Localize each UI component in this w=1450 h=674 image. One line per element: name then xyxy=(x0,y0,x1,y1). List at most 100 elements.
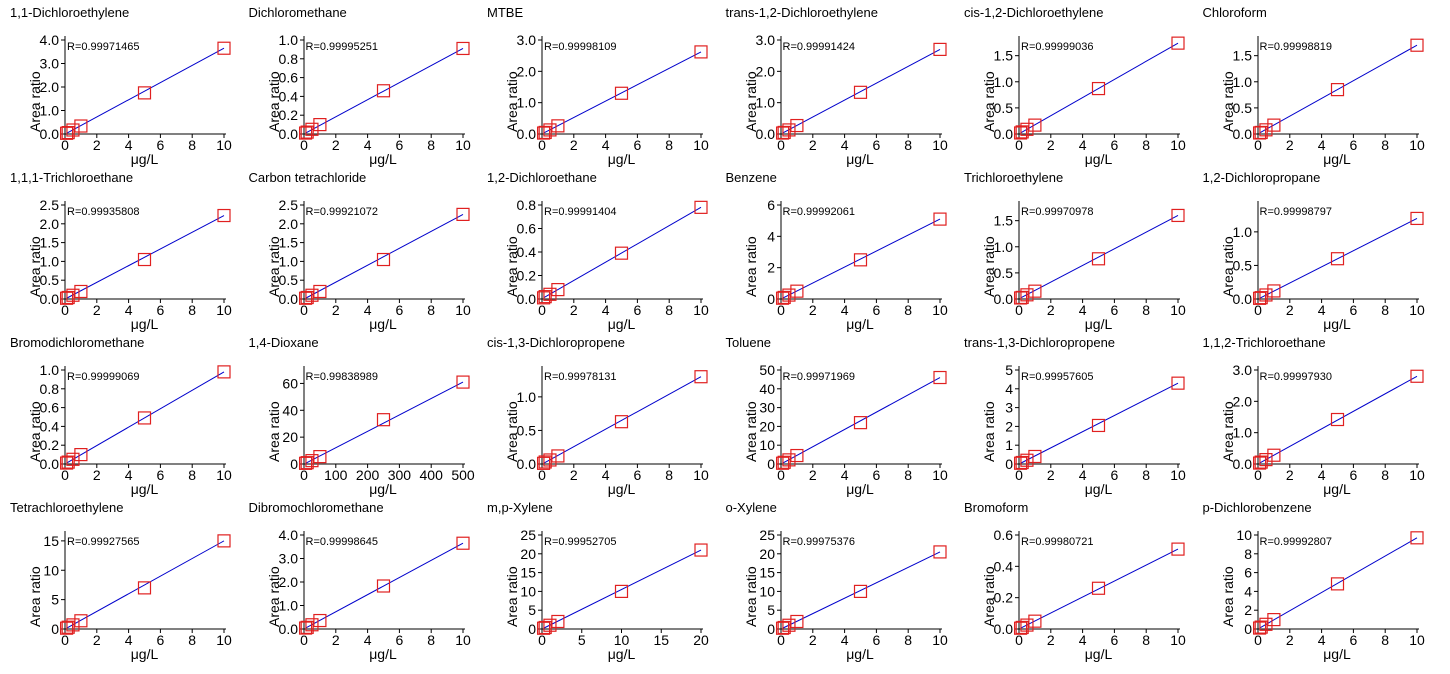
x-tick-label: 2 xyxy=(331,302,339,318)
x-tick-label: 10 xyxy=(932,632,948,648)
chart-title: 1,2-Dichloropropane xyxy=(1202,170,1321,185)
y-tick-label: 0.4 xyxy=(994,558,1014,574)
chart-plot-area: 0.0 1.0 2.0 3.0 4.0 0 2 4 6 8 10 xyxy=(40,32,232,153)
data-point-marker xyxy=(61,125,75,140)
data-point-marker xyxy=(312,284,327,299)
y-axis-label: Area ratio xyxy=(981,566,997,627)
data-point-marker xyxy=(614,246,629,260)
y-tick-label: 1.0 xyxy=(994,239,1014,255)
y-axis-label: Area ratio xyxy=(1219,401,1236,462)
x-tick-label: 10 xyxy=(216,302,232,318)
x-tick-label: 6 xyxy=(395,632,403,648)
data-point-marker xyxy=(781,618,796,632)
x-tick-label: 4 xyxy=(840,632,848,648)
y-tick-label: 0.4 xyxy=(517,244,537,260)
chart-plot-area: 0 2 4 6 0 2 4 6 8 10 xyxy=(767,197,948,318)
x-tick-label: 4 xyxy=(363,632,371,648)
chart-plot-area: 0 20 40 60 0 100 200 300 400 500 xyxy=(282,366,474,483)
y-tick-label: 4 xyxy=(767,228,775,244)
x-tick-label: 4 xyxy=(1079,467,1087,483)
x-tick-label: 6 xyxy=(157,467,165,483)
y-tick-label: 0.0 xyxy=(994,126,1014,142)
fit-line xyxy=(1020,548,1179,629)
y-tick-label: 10 xyxy=(43,562,59,578)
chart-panel: cis-1,3-Dichloropropene 0.0 0.5 1.0 0 2 4 6 8 10 R… xyxy=(477,332,715,500)
data-point-marker xyxy=(304,618,319,632)
y-tick-label: 0.8 xyxy=(278,51,298,67)
data-point-marker xyxy=(217,534,231,548)
data-point-marker xyxy=(1266,284,1281,298)
y-tick-label: 0.2 xyxy=(278,107,298,123)
chart-plot-area: 0.0 0.2 0.4 0.6 0.8 1.0 0 2 4 6 8 10 xyxy=(278,32,470,153)
y-axis-label: Area ratio xyxy=(1219,236,1236,297)
chart-title: Tetrachloroethylene xyxy=(10,500,124,515)
x-tick-label: 4 xyxy=(840,467,848,483)
x-tick-label: 2 xyxy=(808,302,816,318)
y-tick-label: 0.6 xyxy=(994,527,1014,543)
x-tick-label: 0 xyxy=(300,632,308,648)
y-tick-label: 3.0 xyxy=(1232,362,1252,378)
y-axis-label: Area ratio xyxy=(27,566,43,627)
x-tick-label: 8 xyxy=(188,137,196,153)
chart-panel: Trichloroethylene 0.0 0.5 1.0 1.5 0 2 4 6 8 10 R=0.… xyxy=(954,167,1192,335)
x-tick-label: 8 xyxy=(665,137,673,153)
x-tick-label: 6 xyxy=(1349,302,1357,318)
y-tick-label: 5 xyxy=(528,602,536,618)
data-point-marker xyxy=(694,200,708,214)
x-tick-label: 10 xyxy=(1409,467,1425,483)
y-axis-label: Area ratio xyxy=(265,236,282,297)
y-tick-label: 0 xyxy=(528,621,536,637)
correlation-label: R=0.99971969 xyxy=(782,371,855,383)
data-point-marker xyxy=(74,119,88,133)
data-point-marker xyxy=(932,545,947,559)
y-tick-label: 0.0 xyxy=(278,621,298,637)
x-tick-label: 4 xyxy=(1079,632,1087,648)
data-point-marker xyxy=(304,454,319,468)
x-tick-label: 400 xyxy=(419,467,443,483)
x-tick-label: 10 xyxy=(693,467,709,483)
y-axis-label: Area ratio xyxy=(265,566,282,627)
x-tick-label: 15 xyxy=(653,632,669,648)
data-point-marker xyxy=(1020,453,1034,467)
x-tick-label: 8 xyxy=(1381,467,1389,483)
y-axis-label: Area ratio xyxy=(265,401,282,462)
data-point-marker xyxy=(300,456,314,470)
y-tick-label: 2.0 xyxy=(755,63,775,79)
x-tick-label: 2 xyxy=(1047,137,1055,153)
x-tick-label: 2 xyxy=(331,137,339,153)
x-tick-label: 4 xyxy=(840,137,848,153)
data-point-marker xyxy=(1015,125,1029,139)
x-tick-label: 0 xyxy=(538,467,546,483)
y-axis-label: Area ratio xyxy=(504,566,520,627)
y-axis-label: Area ratio xyxy=(742,566,759,627)
data-point-marker xyxy=(66,123,80,137)
x-tick-label: 4 xyxy=(363,302,371,318)
data-point-marker xyxy=(1409,211,1424,226)
chart-title: Toluene xyxy=(725,335,772,350)
y-axis-label: Area ratio xyxy=(1219,566,1236,627)
y-tick-label: 1.0 xyxy=(40,253,60,269)
data-point-marker xyxy=(376,252,390,267)
chart-plot-area: 0.0 0.5 1.0 0 2 4 6 8 10 xyxy=(1232,201,1425,318)
chart-title: 1,2-Dichloroethane xyxy=(487,170,597,185)
data-point-marker xyxy=(1171,36,1185,50)
data-point-marker xyxy=(66,452,80,466)
data-point-marker xyxy=(1409,38,1424,52)
x-tick-label: 6 xyxy=(1111,632,1119,648)
data-point-marker xyxy=(538,290,552,304)
data-point-marker xyxy=(789,284,804,298)
chart-plot-area: 0.0 0.5 1.0 1.5 2.0 2.5 0 2 4 6 8 10 xyxy=(278,197,470,318)
data-point-marker xyxy=(1020,618,1034,632)
x-axis-label: μg/L xyxy=(1084,316,1113,332)
correlation-label: R=0.99992061 xyxy=(782,206,855,218)
x-tick-label: 10 xyxy=(1170,137,1186,153)
y-tick-label: 0.0 xyxy=(517,126,537,142)
x-tick-label: 6 xyxy=(157,137,165,153)
x-tick-label: 10 xyxy=(1409,302,1425,318)
y-tick-label: 0 xyxy=(51,621,59,637)
x-tick-label: 5 xyxy=(578,632,586,648)
data-point-marker xyxy=(789,118,804,133)
y-tick-label: 3.0 xyxy=(40,56,60,72)
correlation-label: R=0.99957605 xyxy=(1021,371,1094,383)
correlation-label: R=0.99998645 xyxy=(305,536,378,548)
